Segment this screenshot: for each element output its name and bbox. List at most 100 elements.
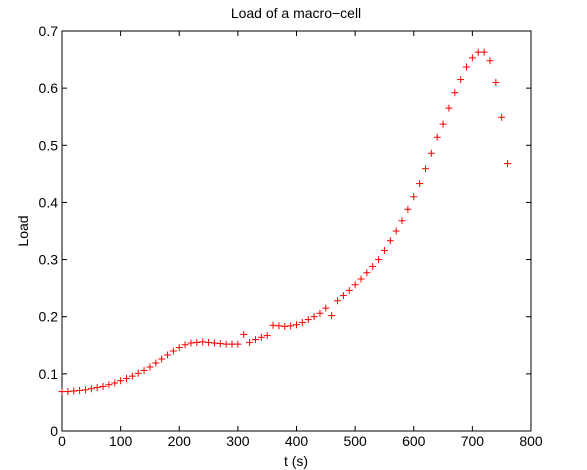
- data-point: [421, 165, 429, 173]
- x-tick-label: 200: [168, 433, 192, 449]
- data-point: [404, 205, 412, 213]
- x-axis-label: t (s): [284, 453, 308, 469]
- data-point: [146, 363, 154, 371]
- data-point: [117, 377, 125, 385]
- data-point: [433, 133, 441, 141]
- data-point: [498, 113, 506, 121]
- data-point: [93, 384, 101, 392]
- data-point: [105, 381, 113, 389]
- x-tick-label: 100: [109, 433, 133, 449]
- data-point: [222, 340, 230, 348]
- chart-title: Load of a macro−cell: [231, 5, 361, 21]
- data-points: [58, 48, 512, 396]
- x-tick-label: 400: [285, 433, 309, 449]
- data-point: [240, 330, 248, 338]
- data-point: [210, 339, 218, 347]
- data-point: [298, 318, 306, 326]
- plot-area-frame: [61, 30, 532, 432]
- data-point: [463, 63, 471, 71]
- data-point: [339, 292, 347, 300]
- data-point: [99, 382, 107, 390]
- data-point: [134, 369, 142, 377]
- data-point: [451, 89, 459, 97]
- data-point: [257, 333, 265, 341]
- data-point: [304, 316, 312, 324]
- x-tick-label: 600: [402, 433, 426, 449]
- data-point: [76, 386, 84, 394]
- data-point: [322, 304, 330, 312]
- data-point: [128, 372, 136, 380]
- x-tick-label: 0: [58, 433, 66, 449]
- data-point: [416, 180, 424, 188]
- data-point: [310, 313, 318, 321]
- y-tick-label: 0: [50, 423, 58, 439]
- data-point: [275, 322, 283, 330]
- x-tick-label: 300: [226, 433, 250, 449]
- data-point: [152, 359, 160, 367]
- y-tick-label: 0.4: [39, 194, 59, 210]
- data-point: [445, 104, 453, 112]
- data-point: [293, 321, 300, 329]
- data-point: [392, 227, 400, 235]
- data-point: [351, 281, 359, 289]
- data-point: [480, 48, 488, 56]
- data-point: [457, 76, 465, 84]
- data-point: [111, 379, 119, 387]
- data-point: [386, 237, 394, 245]
- data-point: [369, 262, 377, 270]
- data-point: [64, 388, 72, 396]
- data-point: [251, 336, 259, 344]
- y-axis-label: Load: [15, 215, 31, 246]
- data-point: [363, 269, 371, 277]
- y-tick-label: 0.2: [39, 309, 59, 325]
- data-point: [58, 388, 66, 396]
- data-point: [492, 78, 500, 86]
- data-point: [122, 374, 130, 382]
- data-point: [193, 338, 201, 346]
- data-point: [164, 351, 172, 359]
- data-point: [287, 322, 295, 330]
- y-axis-ticks: 0 0.1 0.2 0.3 0.4 0.5 0.6 0.7: [39, 23, 531, 439]
- data-point: [410, 193, 418, 201]
- data-point: [504, 160, 512, 168]
- data-point: [175, 344, 183, 352]
- data-point: [439, 120, 447, 128]
- data-point: [427, 149, 435, 157]
- data-point: [70, 387, 78, 395]
- data-point: [468, 54, 476, 62]
- data-point: [486, 57, 494, 65]
- data-point: [246, 338, 254, 346]
- data-point: [398, 217, 406, 225]
- data-point: [181, 341, 189, 349]
- data-point: [281, 322, 289, 330]
- data-point: [380, 246, 388, 254]
- y-tick-label: 0.6: [39, 80, 59, 96]
- y-tick-label: 0.5: [39, 137, 59, 153]
- data-point: [234, 340, 242, 348]
- data-point: [345, 286, 353, 294]
- x-tick-label: 500: [343, 433, 367, 449]
- data-point: [169, 347, 177, 355]
- y-tick-label: 0.1: [39, 366, 59, 382]
- data-point: [187, 339, 195, 347]
- data-point: [263, 332, 271, 340]
- data-point: [81, 386, 89, 394]
- data-point: [375, 256, 383, 264]
- data-point: [269, 321, 277, 329]
- data-point: [158, 355, 166, 363]
- data-point: [474, 48, 482, 56]
- data-point: [228, 340, 236, 348]
- data-point: [328, 312, 336, 320]
- y-tick-label: 0.3: [39, 252, 59, 268]
- y-tick-label: 0.7: [39, 23, 59, 39]
- data-point: [87, 385, 95, 393]
- x-tick-label: 700: [461, 433, 485, 449]
- x-axis-ticks: 0 100 200 300 400 500 600 700 800: [58, 31, 543, 449]
- data-point: [357, 275, 365, 283]
- data-point: [316, 309, 324, 317]
- data-point: [199, 338, 207, 346]
- data-point: [334, 297, 342, 305]
- x-tick-label: 800: [519, 433, 543, 449]
- data-point: [216, 340, 224, 348]
